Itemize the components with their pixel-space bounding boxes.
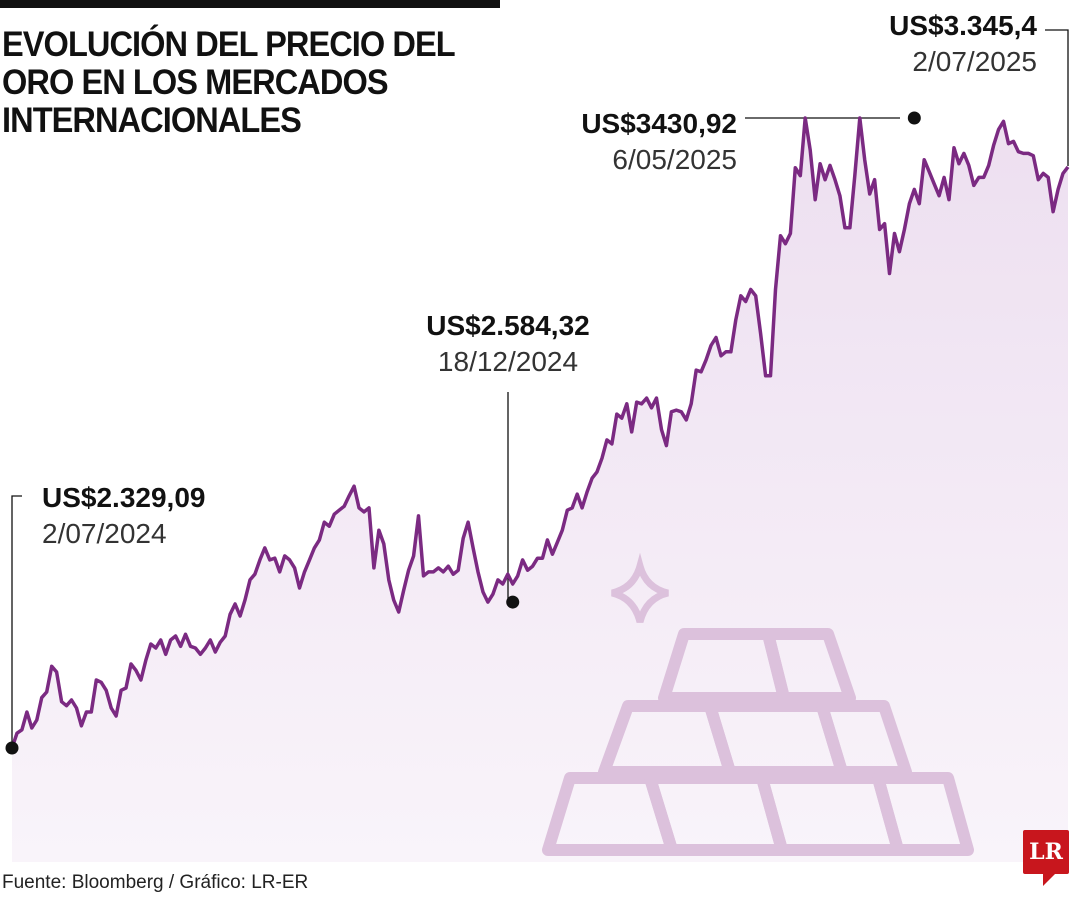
annotation-date: 2/07/2025	[912, 46, 1037, 77]
top-rule	[0, 0, 500, 8]
lr-logo: LR	[1023, 830, 1069, 886]
chart-title: EVOLUCIÓN DEL PRECIO DEL ORO EN LOS MERC…	[2, 25, 455, 140]
annotation-december: US$2.584,32 18/12/2024	[398, 308, 618, 380]
annotation-marker	[907, 111, 921, 125]
leader-line-end	[1045, 29, 1069, 166]
annotation-date: 2/07/2024	[42, 518, 167, 549]
annotation-value: US$2.584,32	[426, 310, 590, 341]
annotation-marker	[5, 741, 19, 755]
annotation-peak: US$3430,92 6/05/2025	[487, 106, 737, 178]
gold-bars-icon	[542, 628, 974, 856]
logo-text: LR	[1029, 839, 1063, 865]
area-fill	[12, 118, 1068, 862]
price-line	[10, 116, 1070, 749]
annotation-start: US$2.329,09 2/07/2024	[42, 480, 205, 552]
annotation-date: 6/05/2025	[612, 144, 737, 175]
sparkle-icon	[611, 552, 669, 623]
leader-line-start	[11, 495, 22, 748]
annotation-marker	[506, 595, 520, 609]
annotation-value: US$3430,92	[581, 108, 737, 139]
annotation-value: US$2.329,09	[42, 482, 206, 513]
annotation-value: US$3.345,4	[889, 10, 1037, 41]
annotation-end: US$3.345,4 2/07/2025	[787, 8, 1037, 80]
source-note: Fuente: Bloomberg / Gráfico: LR-ER	[2, 872, 309, 893]
annotation-date: 18/12/2024	[437, 346, 579, 377]
